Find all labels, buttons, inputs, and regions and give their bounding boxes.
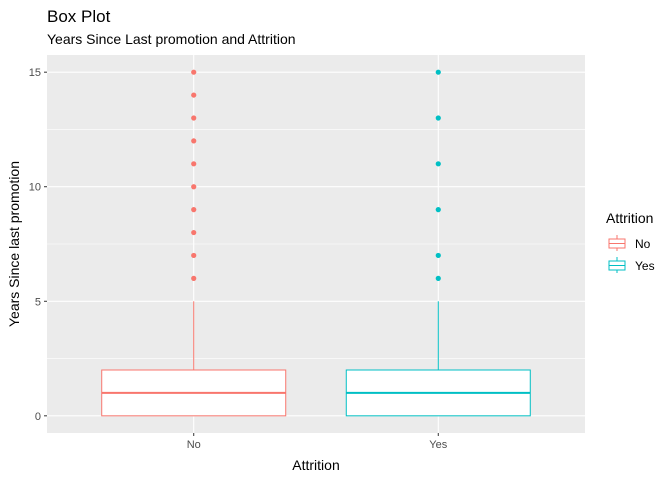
boxes-layer bbox=[101, 69, 531, 417]
outlier-point bbox=[191, 229, 197, 236]
legend-title: Attrition bbox=[606, 210, 653, 226]
box-no bbox=[101, 69, 287, 417]
outlier-point bbox=[435, 275, 441, 281]
y-tick-label: 5 bbox=[35, 296, 41, 308]
legend-key-no bbox=[607, 233, 627, 253]
y-tick-label: 10 bbox=[29, 182, 41, 194]
x-axis-ticks: No Yes bbox=[187, 433, 448, 451]
x-tick-label: No bbox=[187, 439, 201, 451]
y-axis-ticks: 0 5 10 15 bbox=[29, 67, 47, 423]
box-yes bbox=[345, 69, 531, 417]
chart-title: Box Plot bbox=[47, 7, 111, 26]
outlier-point bbox=[191, 252, 197, 259]
legend-label: No bbox=[635, 237, 651, 251]
x-axis-title: Attrition bbox=[292, 457, 339, 473]
legend: Attrition No Yes bbox=[606, 210, 655, 275]
outlier-point bbox=[435, 207, 441, 213]
outlier-point bbox=[191, 92, 197, 98]
outlier-point bbox=[191, 69, 197, 75]
chart-subtitle: Years Since Last promotion and Attrition bbox=[47, 31, 296, 47]
outlier-point bbox=[435, 252, 441, 259]
y-tick-label: 15 bbox=[29, 67, 41, 79]
outlier-point bbox=[435, 115, 441, 121]
outlier-point bbox=[191, 138, 197, 144]
y-axis-title: Years Since last promotion bbox=[6, 161, 22, 327]
x-tick-label: Yes bbox=[429, 439, 447, 451]
outlier-point bbox=[191, 207, 197, 213]
y-tick-label: 0 bbox=[35, 411, 41, 423]
legend-label: Yes bbox=[635, 259, 655, 273]
outlier-point bbox=[191, 275, 197, 281]
legend-key-yes bbox=[607, 255, 627, 275]
outlier-point bbox=[191, 161, 197, 167]
outlier-point bbox=[191, 115, 197, 121]
outlier-point bbox=[191, 184, 197, 190]
outlier-point bbox=[435, 161, 441, 167]
outlier-point bbox=[435, 69, 441, 75]
